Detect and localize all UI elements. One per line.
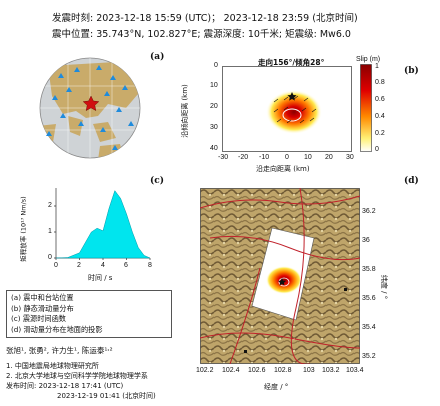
legend-item: (d) 滑动量分布在地面的投影 — [11, 324, 103, 334]
header-location: 震中位置: 35.743°N, 102.827°E; 震源深度: 10千米; 矩… — [52, 29, 351, 40]
x-tick: 0 — [54, 262, 58, 269]
panel-d-xlabel: 经度 / ° — [264, 383, 289, 391]
x-tick: 20 — [325, 154, 333, 161]
release-time: 发布时间: 2023-12-18 17:41 (UTC) — [6, 382, 124, 390]
y-tick: 2 — [48, 202, 52, 209]
affiliation-2: 2. 北京大学地球与空间科学学院地球物理学系 — [6, 372, 148, 380]
y-tick: 40 — [210, 145, 218, 152]
y-tick: 20 — [210, 103, 218, 110]
globe-map — [39, 57, 141, 159]
epicenter-star-icon — [278, 278, 286, 286]
colorbar-tick: 0.6 — [375, 96, 385, 103]
x-tick: 10 — [304, 154, 312, 161]
panel-label-a: (a) — [150, 52, 165, 62]
colorbar-label: Slip (m) — [356, 56, 381, 63]
y-tick: 0 — [48, 254, 52, 261]
x-tick: 103.2 — [322, 367, 340, 374]
colorbar-tick: 0.4 — [375, 113, 385, 120]
x-tick: 6 — [124, 262, 128, 269]
x-tick: 0 — [285, 154, 289, 161]
release-time-bj: 2023-12-19 01:41 (北京时间) — [57, 392, 156, 400]
x-tick: -20 — [238, 154, 249, 161]
panel-b-xlabel: 沿走向距离 (km) — [256, 165, 310, 173]
x-tick: 102.2 — [196, 367, 214, 374]
colorbar-tick: 1 — [375, 63, 379, 70]
y-tick: 0 — [214, 62, 218, 69]
x-tick: 8 — [148, 262, 152, 269]
y-tick: 30 — [210, 124, 218, 131]
x-tick: -10 — [259, 154, 270, 161]
fault-lines — [200, 188, 360, 364]
header-time: 发震时刻: 2023-12-18 15:59 (UTC)； 2023-12-18… — [52, 13, 358, 24]
colorbar-tick: 0.2 — [375, 130, 385, 137]
hypocenter-star-icon — [287, 92, 297, 101]
panel-label-c: (c) — [150, 176, 164, 186]
y-tick: 35.6 — [362, 295, 376, 302]
x-tick: 103 — [303, 367, 315, 374]
y-tick: 36 — [362, 237, 370, 244]
x-tick: 102.6 — [248, 367, 266, 374]
authors: 张旭¹, 张勇², 许力生¹, 陈运泰¹˒² — [6, 346, 113, 355]
x-tick: 102.4 — [222, 367, 240, 374]
affiliation-1: 1. 中国地震局地球物理研究所 — [6, 362, 99, 370]
panel-b-ylabel: 沿倾向距离 (km) — [180, 84, 189, 138]
y-tick: 35.8 — [362, 266, 376, 273]
y-tick: 10 — [210, 82, 218, 89]
slip-plot — [222, 66, 352, 152]
station-markers — [46, 65, 134, 150]
figure-legend: (a) 震中和台站位置 (b) 静态滑动量分布 (c) 震源时间函数 (d) 滑… — [6, 290, 172, 338]
panel-label-b: (b) — [404, 66, 419, 76]
panel-label-d: (d) — [404, 176, 419, 186]
panel-c-ylabel: 矩释放率 (10¹⁷ Nm/s) — [19, 196, 28, 262]
y-tick: 1 — [48, 228, 52, 235]
y-tick: 36.2 — [362, 208, 376, 215]
x-tick: 30 — [346, 154, 354, 161]
y-tick: 35.4 — [362, 324, 376, 331]
legend-item: (b) 静态滑动量分布 — [11, 303, 74, 313]
y-tick: 35.2 — [362, 353, 376, 360]
x-tick: 4 — [101, 262, 105, 269]
panel-b-title: 走向156°/倾角28° — [258, 58, 325, 67]
stf-area — [55, 190, 151, 259]
x-tick: -30 — [218, 154, 229, 161]
x-tick: 103.4 — [346, 367, 364, 374]
slip-colorbar — [360, 64, 372, 152]
colorbar-tick: 0.8 — [375, 79, 385, 86]
projection-map — [200, 188, 360, 364]
x-tick: 2 — [77, 262, 81, 269]
panel-c-xlabel: 时间 / s — [88, 274, 113, 282]
epicenter-star-icon — [82, 95, 100, 111]
colorbar-tick: 0 — [375, 146, 379, 153]
legend-item: (c) 震源时间函数 — [11, 314, 66, 323]
x-tick: 102.8 — [274, 367, 292, 374]
panel-d-ylabel: 纬度 / ° — [380, 274, 389, 300]
stf-chart — [54, 188, 151, 260]
legend-item: (a) 震中和台站位置 — [11, 293, 74, 302]
